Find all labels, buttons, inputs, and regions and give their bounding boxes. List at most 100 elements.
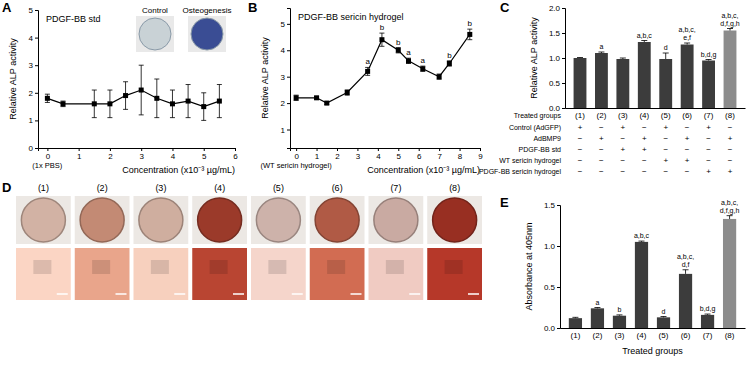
table-cell: − [578, 167, 583, 176]
point [201, 104, 206, 109]
error-stem [685, 270, 686, 274]
x-axis-tick-mark [419, 148, 420, 151]
x-axis-tick: (7) [704, 108, 714, 120]
inset-photo [188, 16, 226, 52]
x-axis-tick-label: 9 [478, 152, 483, 161]
y-axis-tick: 5 [281, 20, 290, 29]
y-axis-tick-mark [287, 50, 290, 51]
x-axis-tick: (3) [615, 328, 625, 340]
point [154, 96, 159, 101]
error-cap [92, 117, 97, 118]
well [433, 198, 477, 242]
y-axis-tick-mark [562, 83, 565, 84]
table-cell: + [706, 123, 711, 132]
error-bar [217, 85, 222, 118]
error-cap [123, 109, 128, 110]
scale-bar [409, 293, 420, 295]
error-cap [365, 67, 370, 68]
x-axis-tick-mark [378, 148, 379, 151]
table-cell: − [642, 167, 647, 176]
image-grid: D(1)(2)(3)(4)(5)(6)(7)(8) [2, 180, 482, 300]
error-cap [139, 114, 144, 115]
error-cap [379, 33, 384, 34]
error-stem [665, 53, 666, 59]
table-cell: − [706, 156, 711, 165]
error-cap [186, 117, 191, 118]
table-cell: − [599, 123, 604, 132]
photo-background [192, 196, 247, 244]
bar [702, 61, 715, 109]
x-axis-tick: 4 [376, 148, 381, 161]
x-axis-tick-label: (2) [597, 111, 607, 120]
x-axis-tick-mark [141, 148, 142, 151]
well-photo [369, 196, 424, 244]
error-cap [727, 215, 733, 216]
error-cap [684, 43, 690, 44]
well-photo [251, 196, 306, 244]
y-axis-tick-label: 0 [29, 144, 34, 153]
y-axis-tick: 3 [281, 73, 290, 82]
significance-label: a,b,c [637, 32, 653, 39]
figure: A0123456012345PDGF-BB stdRelative ALP ac… [0, 0, 752, 365]
micrograph [310, 248, 365, 300]
point-label: a [365, 57, 370, 66]
table-cell: − [621, 134, 626, 143]
y-axis-tick-mark [557, 287, 560, 288]
error-bar [706, 60, 712, 61]
baseline-label: (1x PBS) [32, 161, 63, 170]
series-line [296, 34, 470, 103]
table-cell: − [685, 145, 690, 154]
error-cap [45, 102, 50, 103]
bar [569, 318, 582, 328]
group-label: (6) [332, 183, 343, 193]
scale-bar [174, 293, 185, 295]
bar [659, 59, 672, 108]
error-cap [217, 117, 222, 118]
error-bar [684, 43, 690, 45]
x-axis-tick: (8) [725, 328, 735, 340]
x-axis-tick: 3 [139, 148, 144, 161]
y-axis-tick: 1.5 [544, 201, 560, 210]
x-axis-tick-label: 1 [315, 152, 320, 161]
error-cap [123, 81, 128, 82]
x-axis-tick-mark [296, 148, 297, 151]
bar [724, 31, 737, 109]
y-axis: 012345 [29, 6, 39, 153]
x-axis-tick-label: (8) [725, 331, 735, 340]
bar [681, 45, 694, 109]
table-cell: + [706, 167, 711, 176]
x-axis-tick-mark [357, 148, 358, 151]
well-photo [134, 196, 189, 244]
bar [591, 308, 604, 328]
table-cell: + [728, 134, 733, 143]
scale-bar [57, 293, 68, 295]
x-axis-tick-label: 6 [417, 152, 422, 161]
x-axis-tick-mark [110, 148, 111, 151]
error-bar [727, 216, 733, 219]
y-axis-tick-label: 3 [281, 73, 286, 82]
y-axis-tick: 4 [281, 46, 290, 55]
x-axis-line [561, 328, 746, 329]
x-axis-tick-mark [204, 148, 205, 151]
table-cell: + [728, 167, 733, 176]
y-axis-tick: 0.0 [544, 324, 560, 333]
point [61, 101, 66, 106]
error-bar [683, 270, 689, 274]
bar [657, 317, 670, 328]
significance-label: b [618, 306, 622, 313]
significance-labels: aa,b,cda,b,c,e,fb,d,ga,b,c,d,f,g,h [599, 12, 739, 59]
x-axis-tick-label: 1 [77, 152, 82, 161]
error-cap [661, 316, 667, 317]
error-bar [594, 307, 600, 309]
y-axis-title: Relative ALP activity [8, 38, 18, 120]
significance-label: b,d,g [700, 305, 716, 313]
y-axis-tick: 1.5 [549, 29, 565, 38]
point [396, 48, 401, 53]
x-axis-tick: 2 [108, 148, 113, 161]
bar [595, 53, 608, 108]
x-axis-tick-label: 0 [294, 152, 299, 161]
point [314, 95, 319, 100]
error-bar [620, 58, 626, 59]
y-axis-tick-label: 2.0 [549, 4, 561, 13]
micrograph-stain [327, 260, 345, 274]
